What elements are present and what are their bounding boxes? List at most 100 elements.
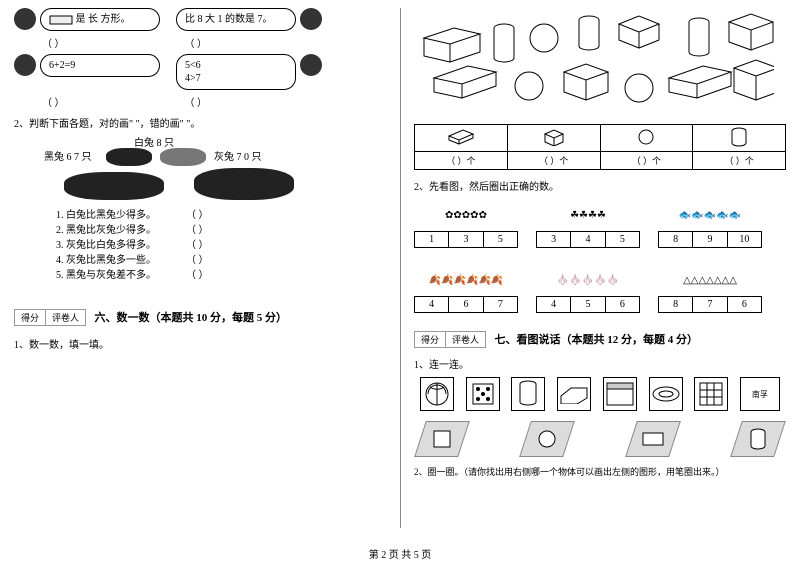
bubble-1: 是 长 方形。 <box>40 8 160 31</box>
num-box: 456 <box>536 296 640 313</box>
sec6-q1: 1、数一数，填一填。 <box>14 336 386 351</box>
number-grid: ✿✿✿✿✿ 135 ☘☘☘☘ 345 🐟🐟🐟🐟🐟 8910 🍂🍂🍂🍂🍂🍂 467… <box>414 201 786 313</box>
num-cell: △△△△△△△ 876 <box>658 266 762 313</box>
bubble-3: 6+2=9 <box>40 54 160 77</box>
count-blank: （ ）个 <box>693 152 786 170</box>
num: 6 <box>606 297 639 312</box>
projection-row <box>414 421 786 457</box>
proj-cylinder <box>730 421 786 457</box>
leaf-icon: 🍂🍂🍂🍂🍂🍂 <box>414 266 518 294</box>
box-icon <box>603 377 637 411</box>
num: 6 <box>728 297 761 312</box>
section-7-title: 七、看图说话（本题共 12 分，每题 4 分） <box>495 334 699 346</box>
leaf-icon: ☘☘☘☘ <box>536 201 640 229</box>
dice-icon <box>466 377 500 411</box>
garlic-icon: 🧄🧄🧄🧄🧄 <box>536 266 640 294</box>
bubble-row-1: 是 长 方形。 比 8 大 1 的数是 7。 <box>14 8 386 31</box>
judge-list: 1. 白兔比黑兔少得多。（ ） 2. 黑兔比灰兔少得多。（ ） 3. 灰兔比白兔… <box>56 208 386 283</box>
score-box: 得分 评卷人 <box>414 331 486 348</box>
bubble-4: 5<6 4>7 <box>176 54 296 90</box>
rabbit-icon <box>160 148 206 166</box>
page-footer: 第 2 页 共 5 页 <box>0 546 800 561</box>
flower-icon: ✿✿✿✿✿ <box>414 201 518 229</box>
list-item: 5. 黑兔与灰兔差不多。 （ ） <box>56 268 386 283</box>
paren-row-2: （ ） （ ） <box>14 94 386 109</box>
proj-rect <box>625 421 681 457</box>
num: 4 <box>571 232 605 247</box>
score-box: 得分 评卷人 <box>14 309 86 326</box>
column-divider <box>400 8 401 528</box>
grader-label: 评卷人 <box>446 332 485 347</box>
num: 3 <box>537 232 571 247</box>
score-label: 得分 <box>415 332 446 347</box>
num: 8 <box>659 297 693 312</box>
num: 7 <box>693 297 727 312</box>
proj-circle <box>519 421 575 457</box>
bubble-2: 比 8 大 1 的数是 7。 <box>176 8 296 31</box>
section-7-header: 得分 评卷人 七、看图说话（本题共 12 分，每题 4 分） <box>414 331 786 348</box>
table-row: （ ）个 （ ）个 （ ）个 （ ）个 <box>415 152 786 170</box>
num-cell: 🍂🍂🍂🍂🍂🍂 467 <box>414 266 518 313</box>
face-icon <box>14 54 36 76</box>
shapes-svg <box>414 8 774 118</box>
num: 5 <box>484 232 517 247</box>
count-table: （ ）个 （ ）个 （ ）个 （ ）个 <box>414 124 786 170</box>
num: 5 <box>606 232 639 247</box>
q2-title: 2、判断下面各题，对的画" "，错的画" "。 <box>14 115 386 130</box>
count-blank: （ ）个 <box>600 152 693 170</box>
shape-cell <box>693 125 786 152</box>
shape-cell <box>415 125 508 152</box>
judge-blank: （ ） <box>186 208 209 223</box>
rabbit-figure: 白兔 8 只 黑兔 6 7 只 灰兔 7 0 只 <box>44 134 386 204</box>
object-row: 南孚 <box>414 377 786 411</box>
num-box: 467 <box>414 296 518 313</box>
bubble-4a: 5<6 <box>185 60 201 71</box>
num: 9 <box>693 232 727 247</box>
num: 4 <box>537 297 571 312</box>
judge-blank: （ ） <box>186 268 209 283</box>
sec7-q2: 2、圈一圈。（请你找出用右侧哪一个物体可以画出左侧的图形，用笔圈出来。） <box>414 465 786 478</box>
section-6-title: 六、数一数（本题共 10 分，每题 5 分） <box>95 312 288 324</box>
judge-blank: （ ） <box>186 238 209 253</box>
judge-text: 5. 黑兔与灰兔差不多。 <box>56 268 156 283</box>
list-item: 1. 白兔比黑兔少得多。（ ） <box>56 208 386 223</box>
num: 4 <box>415 297 449 312</box>
white-rabbit-label: 白兔 8 只 <box>134 134 174 149</box>
num-box: 8910 <box>658 231 762 248</box>
num: 10 <box>728 232 761 247</box>
black-rabbit-label: 黑兔 6 7 只 <box>44 148 92 163</box>
answer-blank: （ ） <box>185 35 208 50</box>
count-blank: （ ）个 <box>507 152 600 170</box>
shape-cell <box>507 125 600 152</box>
num: 6 <box>449 297 483 312</box>
q2-title-right: 2、先看图，然后圈出正确的数。 <box>414 178 786 193</box>
num-cell: 🐟🐟🐟🐟🐟 8910 <box>658 201 762 248</box>
num: 7 <box>484 297 517 312</box>
sec7-q1: 1、连一连。 <box>414 356 786 371</box>
num: 8 <box>659 232 693 247</box>
num-box: 876 <box>658 296 762 313</box>
num-cell: ✿✿✿✿✿ 135 <box>414 201 518 248</box>
judge-text: 2. 黑兔比灰兔少得多。 <box>56 223 156 238</box>
face-icon <box>300 54 322 76</box>
paren-row-1: （ ） （ ） <box>14 35 386 50</box>
battery-label: 南孚 <box>752 389 768 400</box>
list-item: 2. 黑兔比灰兔少得多。（ ） <box>56 223 386 238</box>
num-cell: 🧄🧄🧄🧄🧄 456 <box>536 266 640 313</box>
battery-icon: 南孚 <box>740 377 780 411</box>
shapes-figure <box>414 8 786 118</box>
answer-blank: （ ） <box>42 35 65 50</box>
shape-cell <box>600 125 693 152</box>
grader-label: 评卷人 <box>46 310 85 325</box>
score-label: 得分 <box>15 310 46 325</box>
rabbit-icon <box>194 168 294 200</box>
face-icon <box>300 8 322 30</box>
answer-blank: （ ） <box>42 94 65 109</box>
judge-blank: （ ） <box>186 253 209 268</box>
num: 1 <box>415 232 449 247</box>
left-column: 是 长 方形。 比 8 大 1 的数是 7。 （ ） （ ） 6+2=9 5<6… <box>0 0 400 540</box>
bubble-1-text: 是 长 方形。 <box>76 14 131 25</box>
proj-cube <box>414 421 470 457</box>
list-item: 3. 灰兔比白兔多得多。（ ） <box>56 238 386 253</box>
num: 3 <box>449 232 483 247</box>
